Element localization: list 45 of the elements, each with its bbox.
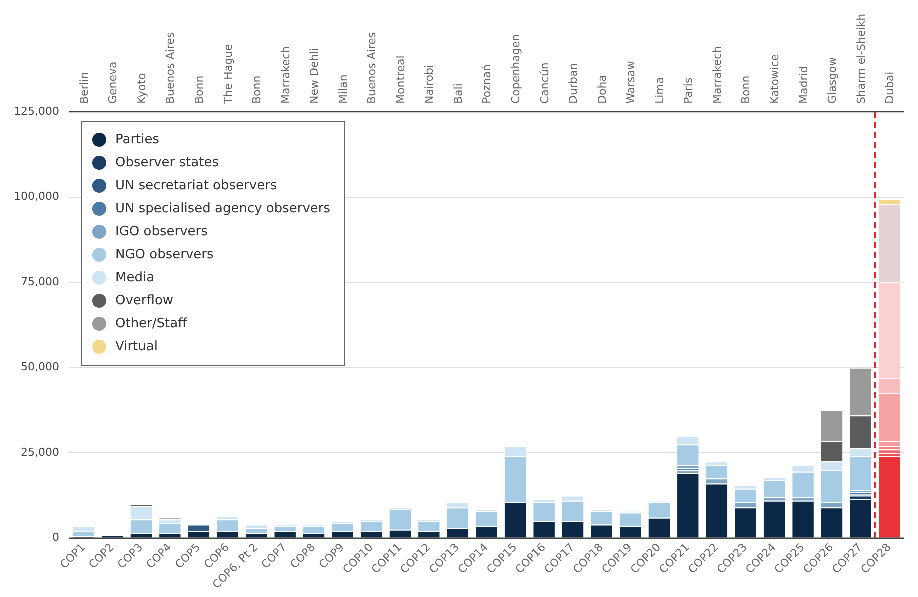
text: Copenhagen bbox=[510, 34, 523, 104]
legend-label: IGO observers bbox=[115, 224, 208, 240]
text: Kyoto bbox=[135, 73, 148, 104]
y-tick-label: 50,000 bbox=[20, 360, 60, 374]
text: Bali bbox=[452, 84, 465, 104]
y-tick-label: 125,000 bbox=[14, 104, 60, 118]
legend-label: UN specialised agency observers bbox=[115, 201, 331, 216]
text: Montreal bbox=[394, 56, 408, 104]
legend-label: NGO observers bbox=[115, 247, 214, 262]
text: Nairobi bbox=[423, 64, 436, 104]
text: Paris bbox=[682, 78, 696, 104]
y-tick-label: 75,000 bbox=[20, 275, 60, 288]
text: Durban bbox=[567, 63, 580, 104]
text: Madrid bbox=[797, 66, 810, 104]
legend-label: Other/Staff bbox=[115, 316, 188, 332]
text: Katowice bbox=[768, 54, 782, 104]
text: Lima bbox=[653, 77, 666, 104]
legend-label: Virtual bbox=[115, 339, 158, 354]
text: Marrakech bbox=[279, 46, 292, 104]
y-tick-label: 25,000 bbox=[20, 446, 60, 459]
text: Doha bbox=[596, 75, 609, 104]
text: Sharm el-Sheikh bbox=[854, 14, 868, 104]
legend-label: Parties bbox=[115, 132, 160, 148]
text: Buenos Aires bbox=[164, 32, 178, 104]
legend-label: Observer states bbox=[115, 155, 220, 170]
text: Bonn bbox=[740, 76, 753, 104]
legend-label: Media bbox=[115, 270, 155, 286]
y-tick-label: 0 bbox=[52, 531, 60, 544]
text: Berlin bbox=[78, 72, 91, 104]
text: Buenos Aires bbox=[366, 32, 379, 104]
text: Poznań bbox=[480, 64, 494, 104]
text: Marrakech bbox=[710, 46, 724, 104]
text: Bonn bbox=[250, 76, 264, 104]
text: New Dehli bbox=[308, 48, 322, 104]
text: Dubai bbox=[884, 72, 897, 104]
text: The Hague bbox=[222, 44, 235, 105]
legend-label: Overflow bbox=[115, 293, 174, 308]
text: Bonn bbox=[192, 76, 206, 104]
text: Cancún bbox=[538, 62, 552, 104]
legend-label: UN secretariat observers bbox=[115, 178, 278, 194]
text: Warsaw bbox=[624, 61, 638, 104]
text: Geneva bbox=[106, 62, 120, 104]
text: Milan bbox=[336, 74, 350, 104]
text: Glasgow bbox=[826, 57, 840, 104]
y-tick-label: 100,000 bbox=[14, 190, 60, 204]
